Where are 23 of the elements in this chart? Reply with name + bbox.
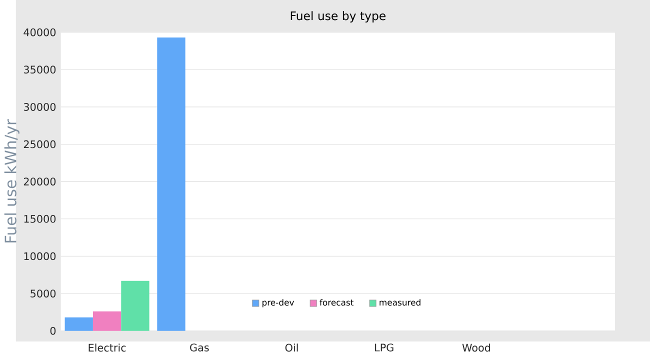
bar <box>157 38 186 331</box>
legend-label: measured <box>380 299 420 306</box>
x-tick-label: Gas <box>190 344 209 352</box>
bar <box>64 317 93 331</box>
bar <box>121 280 150 331</box>
y-tick-label: 10000 <box>24 252 56 260</box>
y-tick-label: 5000 <box>30 290 56 298</box>
y-axis-title: Fuel use kWh/yr <box>4 119 20 242</box>
bar <box>92 311 122 331</box>
y-tick-label: 30000 <box>24 103 56 111</box>
x-tick-label: Electric <box>88 344 126 352</box>
x-tick-label: Wood <box>462 344 490 352</box>
x-tick-label: LPG <box>375 344 394 352</box>
y-tick-label: 0 <box>50 326 56 335</box>
y-tick-label: 20000 <box>24 178 56 186</box>
y-tick-label: 25000 <box>24 140 56 148</box>
legend-label: pre-dev <box>262 299 294 308</box>
y-tick-label: 15000 <box>24 214 56 223</box>
chart-title: Fuel use by type <box>290 11 386 23</box>
y-tick-label: 40000 <box>24 28 56 36</box>
legend-label: forecast <box>320 299 354 306</box>
x-tick-label: Oil <box>285 344 298 352</box>
y-tick-label: 35000 <box>24 66 56 74</box>
